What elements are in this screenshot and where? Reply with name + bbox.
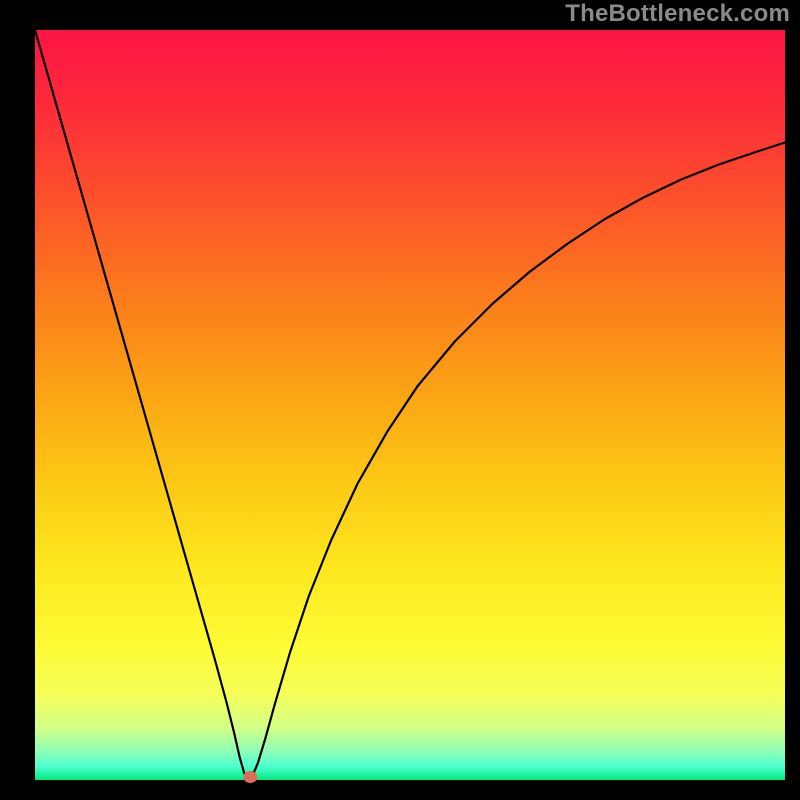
optimum-marker (243, 771, 257, 783)
bottleneck-chart (0, 0, 800, 800)
chart-plot-bg (35, 30, 785, 780)
chart-container: TheBottleneck.com (0, 0, 800, 800)
watermark-text: TheBottleneck.com (565, 0, 790, 28)
